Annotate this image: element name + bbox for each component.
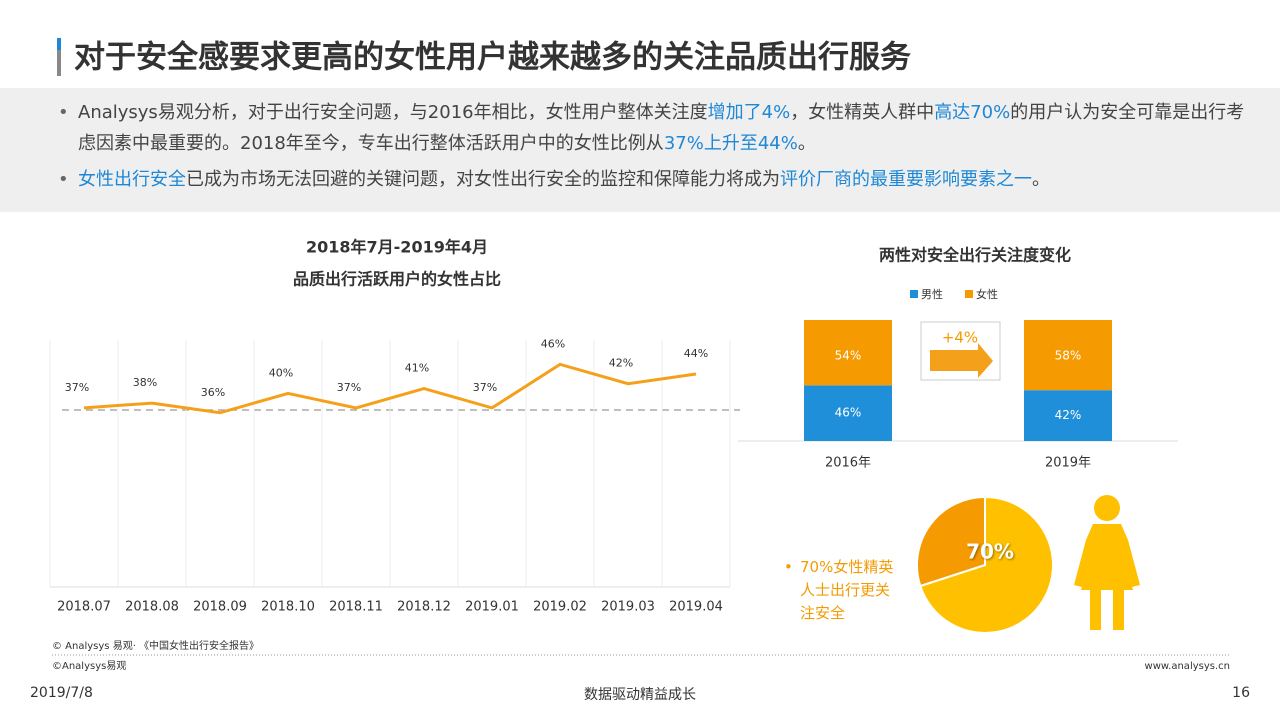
highlight-text: 女性出行安全 [78, 169, 186, 190]
pie-slice [919, 495, 1054, 634]
legend-label: 男性 [921, 287, 943, 301]
x-tick-label: 2018.07 [57, 600, 111, 615]
woman-icon [1074, 495, 1140, 630]
legend-label: 女性 [976, 287, 998, 301]
data-label: 70% [966, 540, 1014, 564]
x-tick-label: 2019.01 [465, 600, 519, 615]
bullet-text: 。 [797, 133, 816, 154]
data-label: 46% [541, 337, 565, 350]
data-label: 37% [65, 381, 89, 394]
x-tick-label: 2019.03 [601, 600, 655, 615]
bullet-text: Analysys易观分析，对于出行安全问题，与2016年相比，女性用户整体关注度 [78, 102, 708, 123]
data-label: 42% [1055, 408, 1082, 422]
title-accent [57, 50, 61, 76]
bar-segment [804, 385, 892, 441]
pie-annotation: 70%女性精英人士出行更关注安全 [784, 556, 904, 625]
legend-swatch [965, 290, 973, 298]
data-label: 54% [835, 349, 862, 363]
bullet-text: 的用户认为安全可靠是出行考虑因素中最重要的。2018年至今，专车出行整体活跃用户… [78, 102, 1245, 154]
pie-slice [916, 495, 986, 588]
data-label: 37% [473, 381, 497, 394]
chart-title: 两性对安全出行关注度变化 [879, 246, 1071, 265]
change-arrow [930, 343, 993, 378]
data-label: 44% [684, 347, 708, 360]
x-tick-label: 2018.09 [193, 600, 247, 615]
x-tick-label: 2018.12 [397, 600, 451, 615]
slide-date: 2019/7/8 [30, 685, 93, 701]
bullet: 女性出行安全已成为市场无法回避的关键问题，对女性出行安全的监控和保障能力将成为评… [58, 164, 1248, 195]
bullet-text: 。 [1032, 169, 1050, 190]
data-label: 46% [835, 406, 862, 420]
highlight-text: 评价厂商的最重要影响要素之一 [780, 169, 1032, 190]
x-tick-label: 2018.11 [329, 600, 383, 615]
page-title: 对于安全感要求更高的女性用户越来越多的关注品质出行服务 [74, 40, 911, 76]
x-tick-label: 2019.02 [533, 600, 587, 615]
data-line [83, 362, 697, 415]
slogan: 数据驱动精益成长 [584, 687, 696, 703]
copyright: ©Analysys易观 [52, 660, 126, 672]
x-tick-label: 2018.08 [125, 600, 179, 615]
site-url: www.analysys.cn [1145, 661, 1230, 672]
highlight-text: 增加了4% [707, 102, 791, 123]
bullet-text: 已成为市场无法回避的关键问题，对女性出行安全的监控和保障能力将成为 [186, 169, 780, 190]
title-accent [57, 38, 61, 50]
x-tick-label: 2018.10 [261, 600, 315, 615]
data-label: 58% [1055, 349, 1082, 363]
x-tick-label: 2019.04 [669, 600, 723, 615]
chart-title: 2018年7月-2019年4月 [306, 238, 488, 257]
data-label: 41% [405, 362, 429, 375]
data-label: 37% [337, 381, 361, 394]
data-label: 38% [133, 376, 157, 389]
legend-swatch [910, 290, 918, 298]
source-note: © Analysys 易观· 《中国女性出行安全报告》 [52, 639, 259, 652]
page-number: 16 [1232, 685, 1250, 701]
bullet-text: ，女性精英人群中 [790, 102, 935, 123]
x-tick-label: 2016年 [825, 456, 871, 471]
bar-segment [1024, 390, 1112, 441]
data-label: 40% [269, 366, 293, 379]
x-tick-label: 2019年 [1045, 456, 1091, 471]
change-box [920, 321, 1001, 381]
highlight-text: 高达70% [934, 102, 1011, 123]
data-label: 42% [609, 357, 633, 370]
bar-segment [804, 320, 892, 386]
bar-segment [1024, 320, 1112, 391]
change-label: +4% [942, 329, 978, 347]
chart-subtitle: 品质出行活跃用户的女性占比 [293, 270, 501, 289]
data-label: 36% [201, 386, 225, 399]
bullet: Analysys易观分析，对于出行安全问题，与2016年相比，女性用户整体关注度… [58, 97, 1248, 159]
bullet-list: Analysys易观分析，对于出行安全问题，与2016年相比，女性用户整体关注度… [58, 97, 1248, 200]
highlight-text: 37%上升至44% [663, 133, 798, 154]
